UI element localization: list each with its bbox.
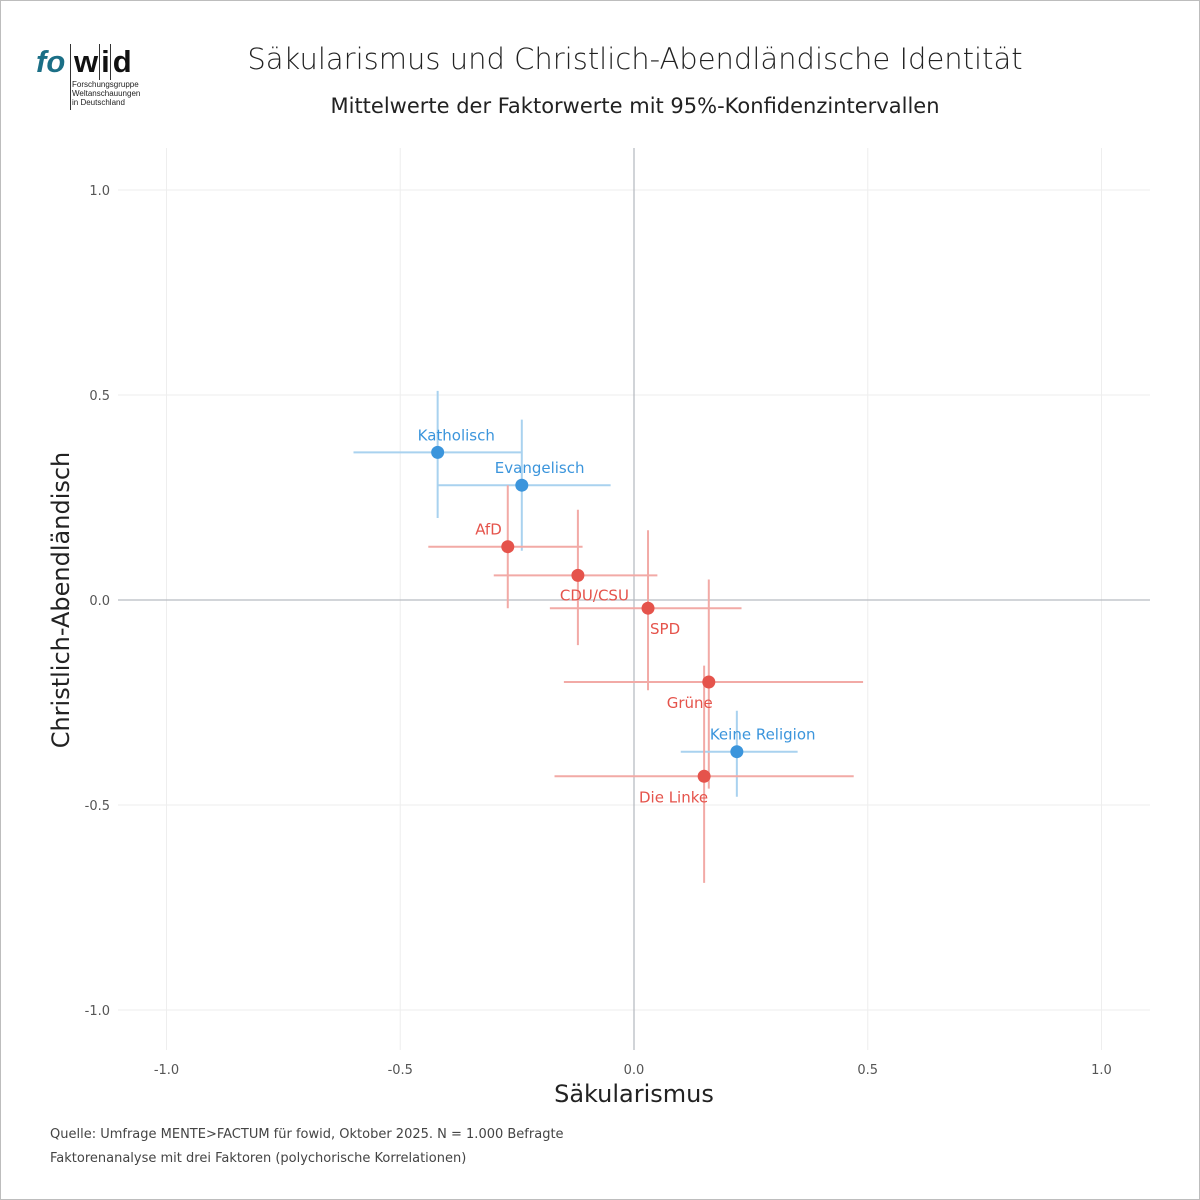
data-point bbox=[702, 675, 716, 689]
logo-divider bbox=[70, 44, 71, 110]
tick-labels: -1.0 -0.5 0.0 0.5 1.0 -1.0 -0.5 0.0 0.5 1.0 bbox=[85, 184, 1112, 1078]
logo-subtitle-line: in Deutschland bbox=[72, 98, 125, 107]
logo-subtitle-line: Weltanschauungen bbox=[72, 89, 141, 98]
y-tick-label: -0.5 bbox=[85, 799, 110, 814]
data-point bbox=[641, 601, 655, 615]
zero-lines bbox=[118, 148, 1150, 1050]
logo-brand-fo: fo bbox=[36, 44, 66, 79]
y-tick-label: 1.0 bbox=[89, 184, 110, 199]
x-tick-label: 0.0 bbox=[624, 1063, 645, 1078]
data-point bbox=[730, 745, 744, 759]
logo-divider bbox=[110, 44, 111, 80]
data-points bbox=[431, 445, 744, 783]
x-tick-label: 1.0 bbox=[1091, 1063, 1112, 1078]
fowid-logo: fo wid Forschungsgruppe Weltanschauungen… bbox=[36, 44, 176, 114]
x-tick-label: 0.5 bbox=[857, 1063, 878, 1078]
x-axis-title: Säkularismus bbox=[554, 1080, 714, 1108]
logo-divider bbox=[99, 44, 100, 80]
y-tick-label: -1.0 bbox=[85, 1004, 110, 1019]
x-tick-label: -1.0 bbox=[154, 1063, 179, 1078]
y-axis-title: Christlich-Abendländisch bbox=[47, 452, 75, 749]
data-point bbox=[431, 445, 445, 459]
point-label: Keine Religion bbox=[710, 726, 816, 744]
data-point bbox=[571, 568, 585, 582]
data-point bbox=[515, 478, 529, 492]
x-tick-label: -0.5 bbox=[388, 1063, 413, 1078]
point-label: Die Linke bbox=[639, 788, 708, 806]
y-tick-label: 0.0 bbox=[89, 594, 110, 609]
point-label: CDU/CSU bbox=[560, 586, 629, 604]
point-label: Evangelisch bbox=[495, 459, 585, 477]
logo-subtitle: Forschungsgruppe Weltanschauungen in Deu… bbox=[72, 80, 182, 107]
data-point bbox=[697, 769, 711, 783]
caption-source: Quelle: Umfrage MENTE>FACTUM für fowid, … bbox=[50, 1127, 564, 1142]
chart-title: Säkularismus und Christlich-Abendländisc… bbox=[247, 42, 1023, 76]
logo-brand-wid: wid bbox=[74, 44, 135, 79]
point-label: Katholisch bbox=[418, 426, 495, 444]
point-label: SPD bbox=[650, 620, 680, 638]
confidence-intervals bbox=[353, 390, 864, 883]
caption-method: Faktorenanalyse mit drei Faktoren (polyc… bbox=[50, 1151, 467, 1166]
logo-subtitle-line: Forschungsgruppe bbox=[72, 80, 139, 89]
point-label: AfD bbox=[475, 521, 502, 539]
y-tick-label: 0.5 bbox=[89, 389, 110, 404]
chart-subtitle: Mittelwerte der Faktorwerte mit 95%-Konf… bbox=[330, 94, 940, 118]
data-point bbox=[501, 540, 515, 554]
point-label: Grüne bbox=[667, 694, 713, 712]
